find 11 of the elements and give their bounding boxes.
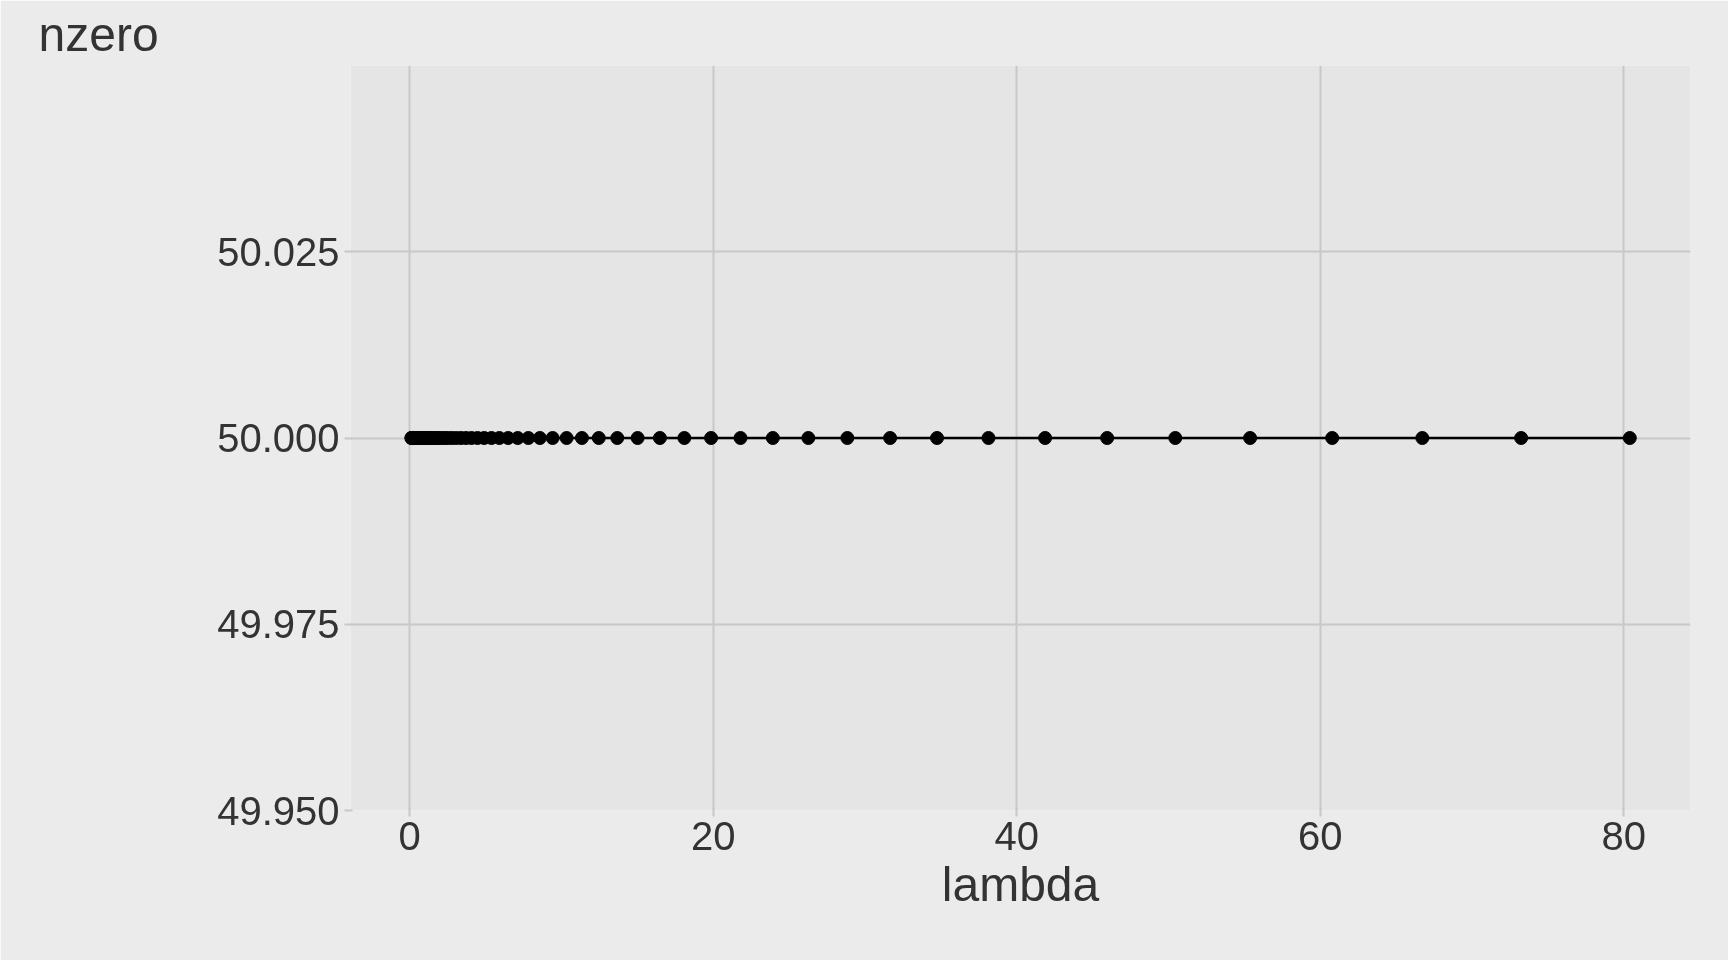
y-tick-label: 50.000 <box>217 416 340 460</box>
y-axis-title: nzero <box>38 7 159 61</box>
x-tick-label: 40 <box>994 813 1039 858</box>
x-tick-label: 20 <box>690 813 736 858</box>
x-tick-label: 60 <box>1297 813 1343 858</box>
y-tick-label: 49.950 <box>217 788 340 833</box>
x-axis-title: lambda <box>941 857 1100 911</box>
x-tick-label: 80 <box>1601 813 1646 858</box>
y-tick-label: 49.975 <box>217 602 340 647</box>
x-tick-label: 0 <box>398 813 421 858</box>
y-tick-label: 50.025 <box>217 229 340 274</box>
